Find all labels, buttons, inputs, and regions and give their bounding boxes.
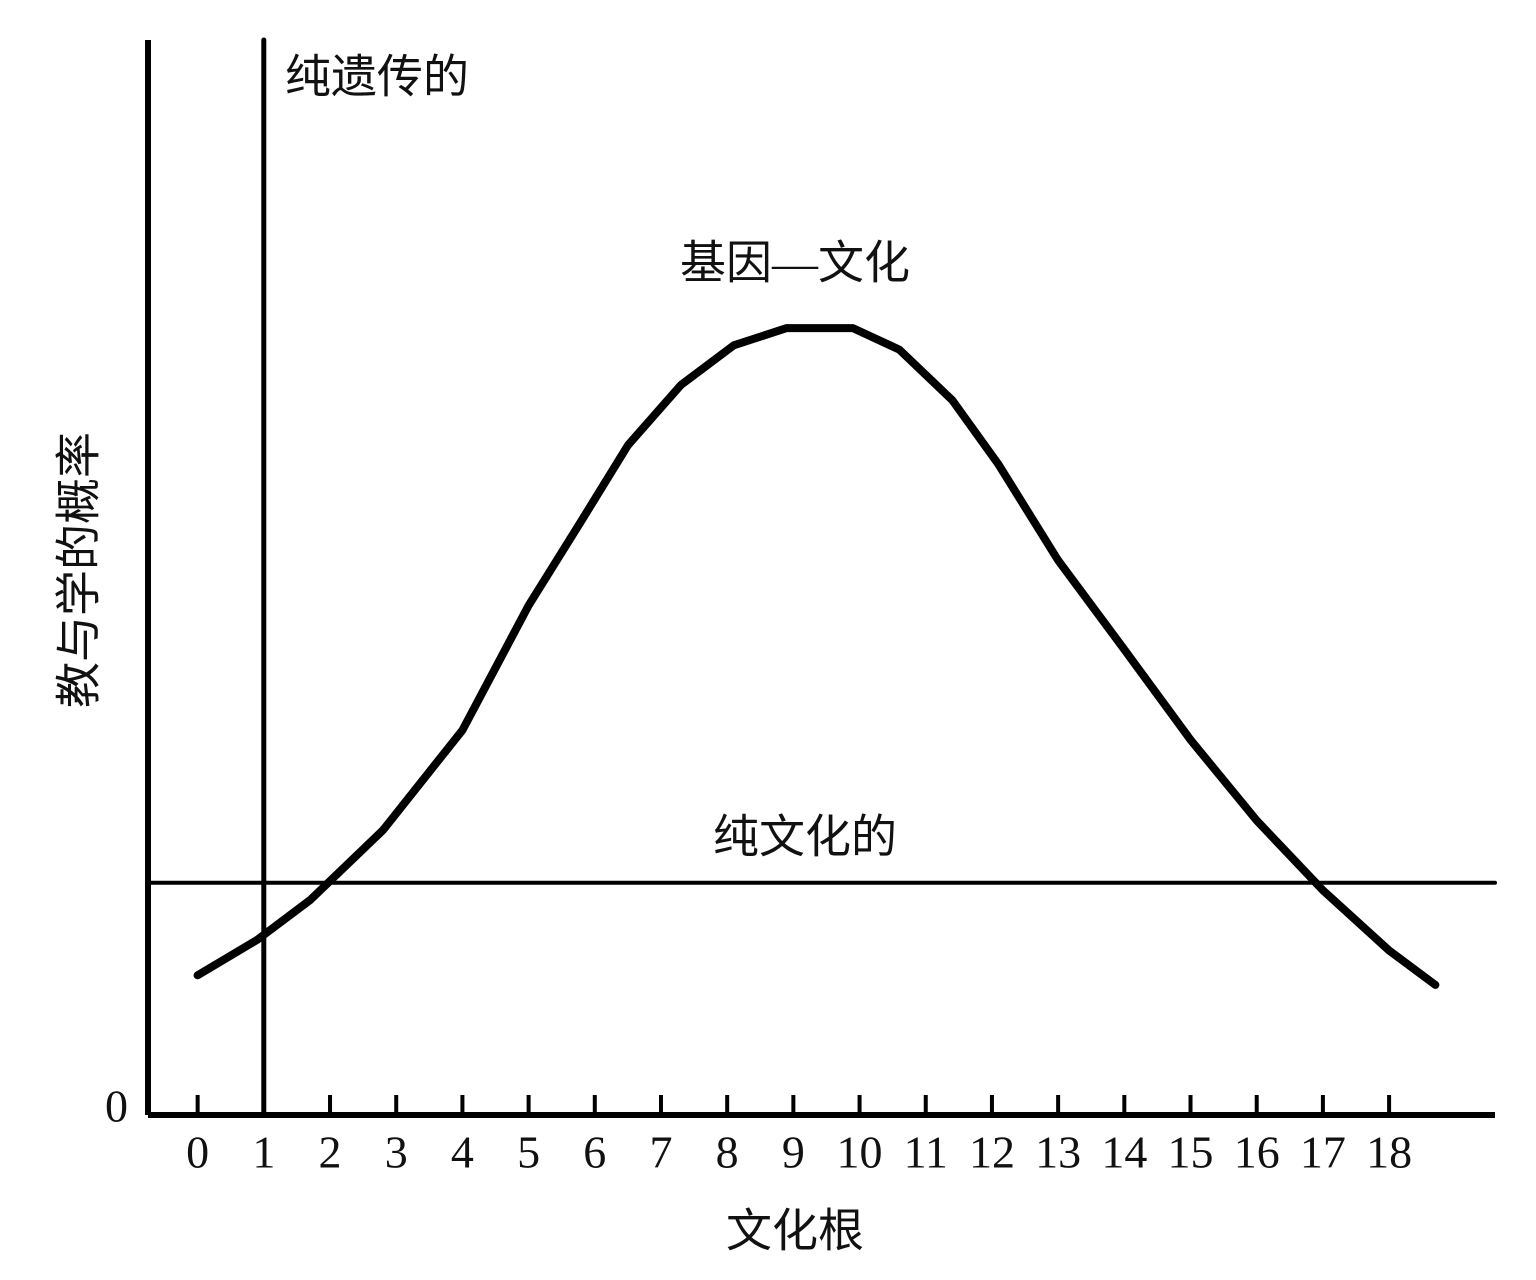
x-axis-label: 文化根 [726,1206,864,1257]
series-line [193,324,1440,989]
series-label: 纯文化的 [713,812,897,863]
x-tick-label: 7 [649,1127,672,1178]
x-tick-label: 8 [716,1127,739,1178]
x-tick-label: 17 [1300,1127,1346,1178]
x-tick-label: 13 [1035,1127,1081,1178]
x-tick-label: 15 [1168,1127,1214,1178]
x-tick-label: 9 [782,1127,805,1178]
x-tick-label: 6 [583,1127,606,1178]
x-tick-label: 12 [969,1127,1015,1178]
x-tick-label: 1 [252,1127,275,1178]
x-tick-label: 14 [1101,1127,1147,1178]
series-label: 基因—文化 [680,238,910,289]
x-tick-label: 0 [186,1127,209,1178]
x-tick-label: 2 [319,1127,342,1178]
x-tick-label: 11 [904,1127,948,1178]
x-tick-label: 18 [1366,1127,1412,1178]
x-tick-label: 5 [517,1127,540,1178]
y-axis-label: 教与学的概率 [54,432,105,708]
x-tick-label: 16 [1234,1127,1280,1178]
x-tick-label: 3 [385,1127,408,1178]
y-tick-label: 0 [105,1081,128,1132]
x-tick-label: 4 [451,1127,474,1178]
x-tick-label: 10 [837,1127,883,1178]
series-label: 纯遗传的 [285,52,469,103]
